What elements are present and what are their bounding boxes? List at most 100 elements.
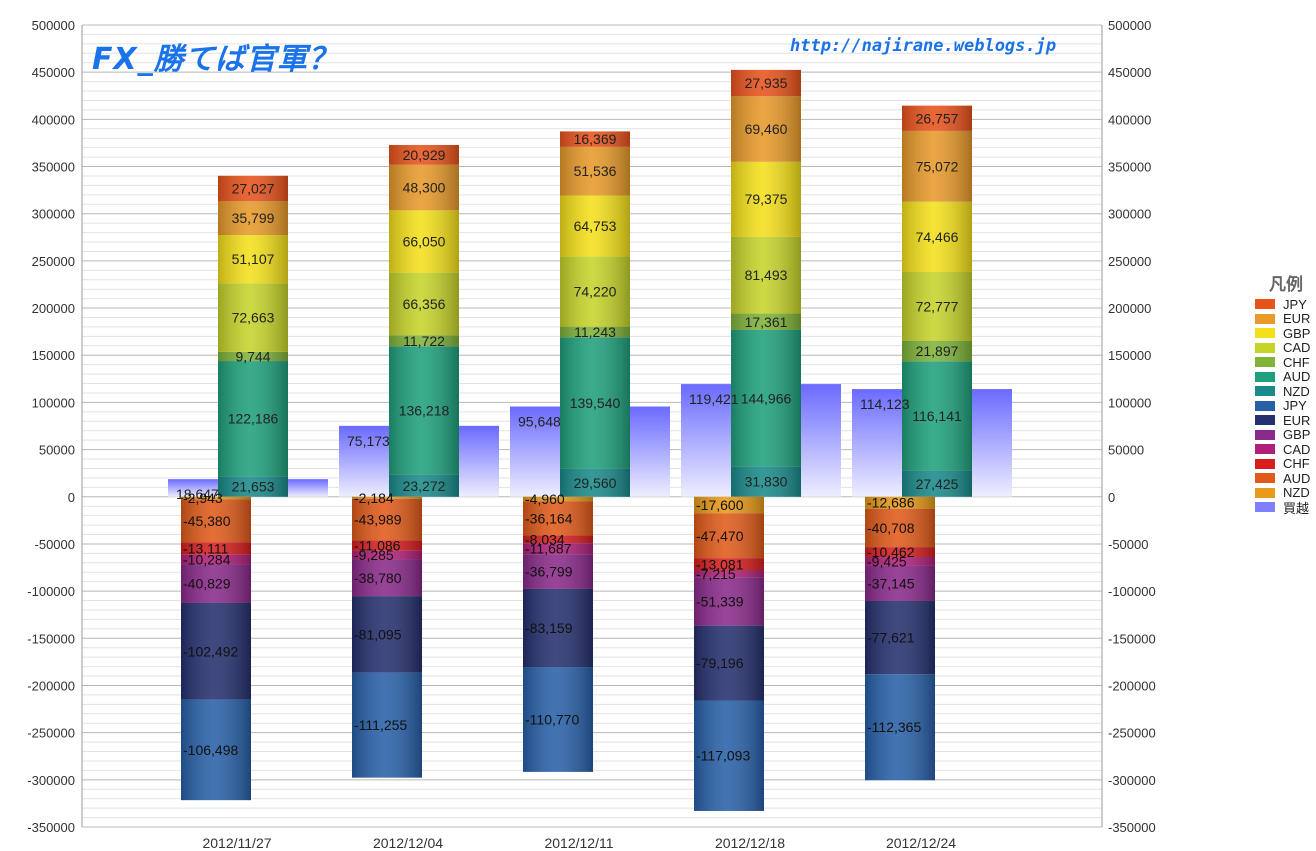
short-bar-shade bbox=[694, 513, 764, 559]
x-tick-label: 2012/11/27 bbox=[202, 835, 271, 851]
long-value-label: 21,897 bbox=[916, 343, 959, 359]
y-tick-label-right: 450000 bbox=[1108, 65, 1151, 80]
legend-item: AUD bbox=[1255, 369, 1316, 385]
long-bar-shade bbox=[731, 161, 801, 237]
long-bar-shade bbox=[902, 201, 972, 272]
long-value-label: 69,460 bbox=[745, 121, 788, 137]
legend-label: 買越 bbox=[1283, 500, 1310, 515]
long-value-label: 72,663 bbox=[232, 310, 275, 326]
legend-swatch bbox=[1255, 342, 1275, 353]
short-bar-shade bbox=[865, 557, 935, 566]
short-bar-shade bbox=[694, 496, 764, 514]
short-bar-shade bbox=[523, 667, 593, 772]
y-tick-label-left: 300000 bbox=[32, 207, 75, 222]
legend-label: EUR bbox=[1283, 412, 1311, 428]
legend-swatch bbox=[1255, 400, 1275, 411]
y-tick-label-left: -100000 bbox=[27, 584, 75, 599]
short-value-label: -111,255 bbox=[354, 717, 407, 733]
short-value-label: -9,425 bbox=[867, 553, 907, 569]
y-tick-label-right: -200000 bbox=[1108, 678, 1156, 693]
long-bar-shade bbox=[389, 474, 459, 497]
legend-swatch bbox=[1255, 357, 1275, 368]
short-bar-shade bbox=[694, 558, 764, 571]
long-bar-shade bbox=[560, 131, 630, 147]
short-value-label: -112,365 bbox=[867, 719, 921, 735]
y-tick-label-right: 150000 bbox=[1108, 348, 1151, 363]
long-bar-shade bbox=[560, 337, 630, 469]
legend-item: GBP bbox=[1255, 326, 1316, 341]
legend-label: AUD bbox=[1283, 369, 1311, 385]
long-value-label: 136,218 bbox=[399, 403, 450, 419]
short-value-label: -81,095 bbox=[354, 626, 402, 642]
short-bar-shade bbox=[694, 570, 764, 578]
long-bar-shade bbox=[389, 164, 459, 211]
short-value-label: -36,799 bbox=[525, 564, 573, 580]
short-bar-shade bbox=[352, 540, 422, 551]
short-value-label: -2,184 bbox=[354, 490, 394, 506]
x-tick-label: 2012/12/04 bbox=[373, 835, 443, 851]
legend-label: CAD bbox=[1283, 441, 1311, 457]
legend-item: JPY bbox=[1255, 398, 1316, 414]
short-bar-shade bbox=[181, 496, 251, 500]
short-bar-shade bbox=[181, 564, 251, 603]
y-tick-label-left: -150000 bbox=[27, 631, 75, 646]
long-value-label: 116,141 bbox=[912, 408, 962, 424]
short-bar-shade bbox=[352, 559, 422, 597]
y-tick-label-left: -350000 bbox=[27, 820, 75, 835]
long-bar-shade bbox=[731, 466, 801, 497]
long-bar-shade bbox=[389, 272, 459, 336]
short-bar-shade bbox=[352, 672, 422, 778]
legend-swatch bbox=[1255, 299, 1275, 310]
y-tick-label-right: 100000 bbox=[1108, 395, 1151, 410]
long-value-label: 23,272 bbox=[403, 478, 446, 494]
long-bar-shade bbox=[218, 235, 288, 284]
short-value-label: -40,708 bbox=[867, 520, 915, 536]
short-bar-shade bbox=[694, 700, 764, 811]
long-bar-shade bbox=[731, 69, 801, 97]
y-tick-label-right: 0 bbox=[1108, 490, 1115, 505]
legend-swatch bbox=[1255, 415, 1275, 426]
legend-item: CHF bbox=[1255, 355, 1316, 370]
short-bar-shade bbox=[181, 602, 251, 700]
legend-item: AUD bbox=[1255, 471, 1316, 486]
long-value-label: 144,966 bbox=[741, 390, 792, 406]
long-bar-shade bbox=[389, 210, 459, 273]
long-bar-shade bbox=[389, 335, 459, 347]
y-tick-label-right: 350000 bbox=[1108, 160, 1151, 175]
y-tick-label-left: 350000 bbox=[32, 160, 75, 175]
short-value-label: -40,829 bbox=[183, 576, 231, 592]
long-value-label: 48,300 bbox=[403, 180, 446, 196]
legend-label: JPY bbox=[1283, 398, 1307, 414]
y-tick-label-right: -50000 bbox=[1108, 537, 1148, 552]
short-bar-shade bbox=[865, 508, 935, 548]
short-value-label: -43,989 bbox=[354, 512, 402, 528]
long-value-label: 79,375 bbox=[745, 191, 788, 207]
y-tick-label-left: 200000 bbox=[32, 301, 75, 316]
long-value-label: 11,722 bbox=[403, 333, 445, 349]
short-bar-shade bbox=[523, 496, 593, 502]
long-bar-shade bbox=[218, 201, 288, 236]
legend-item: NZD bbox=[1255, 384, 1316, 399]
short-value-label: -36,164 bbox=[525, 511, 573, 527]
short-bar-shade bbox=[523, 588, 593, 668]
long-value-label: 81,493 bbox=[745, 267, 788, 283]
short-bar-shade bbox=[352, 550, 422, 560]
short-value-label: -8,034 bbox=[525, 531, 565, 547]
y-tick-label-right: -350000 bbox=[1108, 820, 1156, 835]
long-value-label: 64,753 bbox=[574, 218, 617, 234]
legend-label: NZD bbox=[1283, 485, 1310, 501]
long-value-label: 20,929 bbox=[403, 147, 446, 163]
long-bar-shade bbox=[218, 283, 288, 352]
y-tick-label-right: 200000 bbox=[1108, 301, 1151, 316]
legend-swatch bbox=[1255, 328, 1275, 339]
net-long-label: 119,421 bbox=[689, 391, 739, 407]
short-bar-shade bbox=[523, 554, 593, 589]
long-value-label: 72,777 bbox=[916, 298, 959, 314]
long-value-label: 51,107 bbox=[232, 251, 275, 267]
y-tick-label-right: 50000 bbox=[1108, 443, 1144, 458]
net-long-label: 95,648 bbox=[518, 414, 561, 430]
legend-label: CHF bbox=[1283, 354, 1310, 370]
legend-item: EUR bbox=[1255, 311, 1316, 326]
short-value-label: -51,339 bbox=[696, 594, 744, 610]
y-tick-label-left: -300000 bbox=[27, 773, 75, 788]
